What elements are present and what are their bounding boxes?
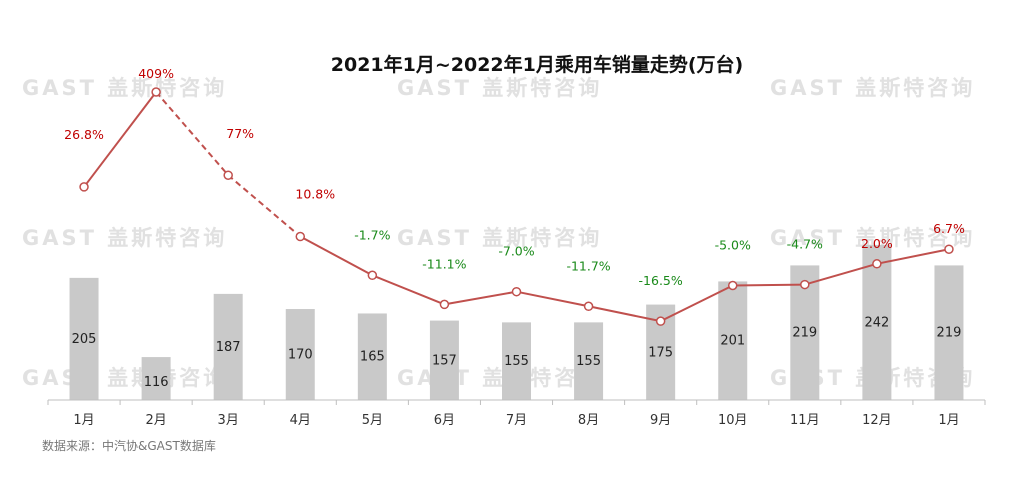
growth-point (151, 87, 161, 97)
chart-title: 2021年1月~2022年1月乘用车销量走势(万台) (331, 53, 744, 76)
growth-line-segment (371, 274, 445, 306)
bar-value-label: 175 (648, 345, 673, 360)
bar-series (69, 244, 964, 400)
growth-line-series (79, 87, 954, 326)
growth-value-label: 409% (138, 66, 174, 81)
growth-line-segment (876, 248, 950, 265)
bar-value-label: 155 (576, 354, 601, 369)
x-axis-tick-label: 7月 (506, 413, 527, 428)
watermark-text: GAST 盖斯特咨询 (22, 226, 227, 250)
growth-line-segment (588, 305, 661, 323)
growth-value-label: -16.5% (639, 273, 683, 288)
watermark-text: GAST 盖斯特咨询 (22, 76, 227, 100)
bar (69, 277, 99, 400)
bar-value-label: 165 (360, 350, 385, 365)
bar-value-label: 187 (216, 340, 241, 355)
bar (285, 309, 315, 400)
bar-value-label: 155 (504, 354, 529, 369)
x-axis-tick-label: 6月 (434, 413, 455, 428)
x-axis-ticks (47, 400, 986, 405)
watermark-text: GAST 盖斯特咨询 (22, 366, 227, 390)
watermark-text: GAST 盖斯特咨询 (770, 76, 975, 100)
growth-line-segment (83, 91, 157, 188)
growth-line-segment (660, 284, 734, 323)
growth-value-label: 6.7% (933, 221, 965, 236)
x-axis-tick-label: 5月 (362, 413, 383, 428)
growth-line-segment (804, 262, 878, 286)
growth-point (511, 286, 522, 297)
watermark-layer: GAST 盖斯特咨询 GAST 盖斯特咨询 GAST 盖斯特咨询 GAST 盖斯特咨询… (22, 76, 975, 390)
growth-line-segment (516, 290, 589, 308)
growth-line-segment (732, 283, 805, 287)
growth-value-label: 2.0% (861, 236, 893, 251)
growth-line-segment (299, 235, 373, 277)
bar (141, 357, 171, 400)
growth-value-label: 26.8% (64, 127, 104, 142)
bar-value-label: 157 (432, 353, 457, 368)
x-axis-tick-labels: 1月 2月 3月 4月 5月 6月 7月 8月 9月 10月 11月 12月 1月 (73, 413, 959, 428)
bar-value-label: 170 (288, 348, 313, 363)
bar (429, 320, 459, 400)
growth-value-label: -4.7% (787, 237, 823, 252)
watermark-text: GAST 盖斯特咨询 (397, 226, 602, 250)
growth-value-label: -11.7% (566, 258, 610, 273)
bar (502, 322, 531, 400)
bar-value-label: 219 (937, 326, 962, 341)
growth-point (439, 299, 450, 310)
growth-value-label: -5.0% (715, 238, 751, 253)
bar-value-labels: 205 116 187 170 165 157 155 155 175 201 219 242 219 (72, 315, 962, 390)
growth-point (727, 280, 738, 291)
x-axis-tick-label: 3月 (218, 413, 239, 428)
bar-value-label: 219 (792, 326, 817, 341)
growth-value-label: -1.7% (354, 227, 390, 242)
bar (862, 244, 892, 400)
x-axis-tick-label: 9月 (650, 413, 671, 428)
growth-point (655, 316, 666, 326)
bar (574, 322, 604, 400)
growth-value-label: -7.0% (498, 244, 534, 259)
source-note: 数据来源：中汽协&GAST数据库 (42, 438, 216, 453)
growth-point (944, 244, 954, 254)
growth-line-segment (444, 290, 517, 306)
x-axis-tick-label: 1月 (73, 413, 94, 428)
bar-value-label: 201 (720, 334, 745, 349)
growth-point (295, 231, 306, 242)
growth-value-labels: 26.8% 409% 77% 10.8% -1.7% -11.1% -7.0% -11.7% -… (64, 66, 965, 288)
bar (213, 293, 243, 400)
growth-line-segment (155, 91, 229, 176)
bar-value-label: 116 (144, 375, 169, 390)
growth-point (79, 182, 89, 192)
x-axis-tick-label: 11月 (790, 413, 820, 428)
growth-point (223, 170, 233, 180)
x-axis-tick-label: 10月 (718, 413, 748, 428)
growth-point (367, 270, 378, 281)
growth-point (800, 279, 810, 290)
x-axis-tick-label: 4月 (290, 413, 311, 428)
watermark-text: GAST 盖斯特咨询 (397, 76, 602, 100)
growth-point (583, 301, 594, 312)
x-axis-tick-label: 1月 (938, 413, 959, 428)
growth-value-label: -11.1% (422, 256, 466, 271)
bar-value-label: 242 (864, 315, 889, 330)
growth-value-label: 10.8% (295, 187, 335, 202)
x-axis-tick-label: 12月 (862, 413, 892, 428)
watermark-text: GAST 盖斯特咨询 (397, 366, 602, 390)
growth-point (872, 259, 882, 269)
growth-value-label: 77% (226, 126, 254, 141)
bar (718, 281, 748, 400)
bar (357, 313, 387, 400)
bar-value-label: 205 (72, 332, 97, 347)
x-axis-tick-label: 2月 (145, 413, 166, 428)
x-axis-tick-label: 8月 (578, 413, 599, 428)
growth-line-segment (227, 174, 301, 238)
bar (934, 265, 964, 400)
